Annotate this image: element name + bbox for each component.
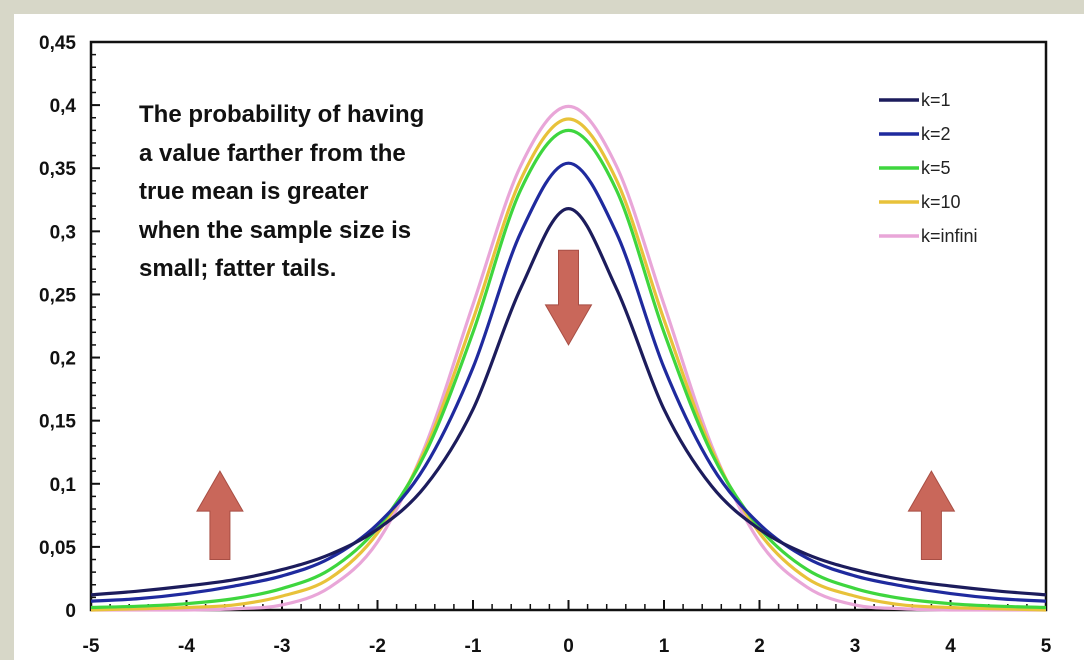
x-tick-label: -3 bbox=[274, 636, 291, 657]
annotation-line: a value farther from the bbox=[139, 139, 406, 167]
annotation-text: The probability of having a value farthe… bbox=[139, 96, 499, 289]
legend-label: k=2 bbox=[921, 124, 951, 144]
annotation-line: true mean is greater bbox=[139, 178, 369, 205]
x-tick-label: 5 bbox=[1041, 636, 1052, 657]
y-tick-label: 0,05 bbox=[39, 538, 76, 559]
series-line-k-5 bbox=[90, 128, 1047, 610]
arrow-up-icon bbox=[907, 470, 956, 561]
legend-label: k=10 bbox=[921, 192, 961, 212]
y-tick-label: 0,15 bbox=[39, 412, 76, 433]
series-line-k-1 bbox=[90, 207, 1047, 597]
series-line-k-infini bbox=[90, 104, 1046, 612]
series-line-k-10 bbox=[90, 117, 1047, 612]
x-tick-label: -4 bbox=[178, 636, 195, 657]
x-tick-label: -1 bbox=[465, 636, 482, 657]
y-tick-label: 0 bbox=[65, 601, 76, 622]
x-tick-label: -5 bbox=[83, 636, 100, 657]
y-tick-label: 0,35 bbox=[39, 159, 76, 180]
x-tick-label: 1 bbox=[659, 636, 670, 657]
x-tick-label: 3 bbox=[850, 636, 861, 657]
y-tick-label: 0,4 bbox=[50, 96, 77, 117]
y-tick-label: 0,2 bbox=[50, 349, 76, 370]
annotation-line: small; fatter tails. bbox=[139, 255, 337, 282]
x-tick-label: 2 bbox=[754, 636, 765, 657]
y-tick-label: 0,45 bbox=[39, 33, 76, 54]
t-distribution-chart: 0 0,05 0,1 0,15 0,2 0,25 0,3 0,35 0,4 0,45 -5 -4 -3 -… bbox=[39, 33, 1052, 657]
x-tick-label: 4 bbox=[945, 636, 956, 657]
x-tick-label: -2 bbox=[369, 636, 386, 657]
y-tick-label: 0,1 bbox=[50, 475, 77, 496]
arrow-up-icon bbox=[196, 470, 244, 561]
y-tick-label: 0,3 bbox=[50, 222, 76, 243]
x-tick-label: 0 bbox=[563, 636, 574, 657]
legend-label: k=5 bbox=[921, 158, 951, 178]
legend-label: k=infini bbox=[921, 226, 978, 246]
y-tick-label: 0,25 bbox=[39, 285, 76, 306]
arrow-down-icon bbox=[544, 249, 593, 346]
annotation-line: when the sample size is bbox=[139, 216, 412, 244]
annotation-line: The probability of having bbox=[139, 101, 425, 128]
series-line-k-2 bbox=[90, 161, 1047, 603]
legend-label: k=1 bbox=[921, 90, 951, 110]
chart-frame: 0 0,05 0,1 0,15 0,2 0,25 0,3 0,35 0,4 0,45 -5 -4 -3 -… bbox=[14, 14, 1084, 660]
